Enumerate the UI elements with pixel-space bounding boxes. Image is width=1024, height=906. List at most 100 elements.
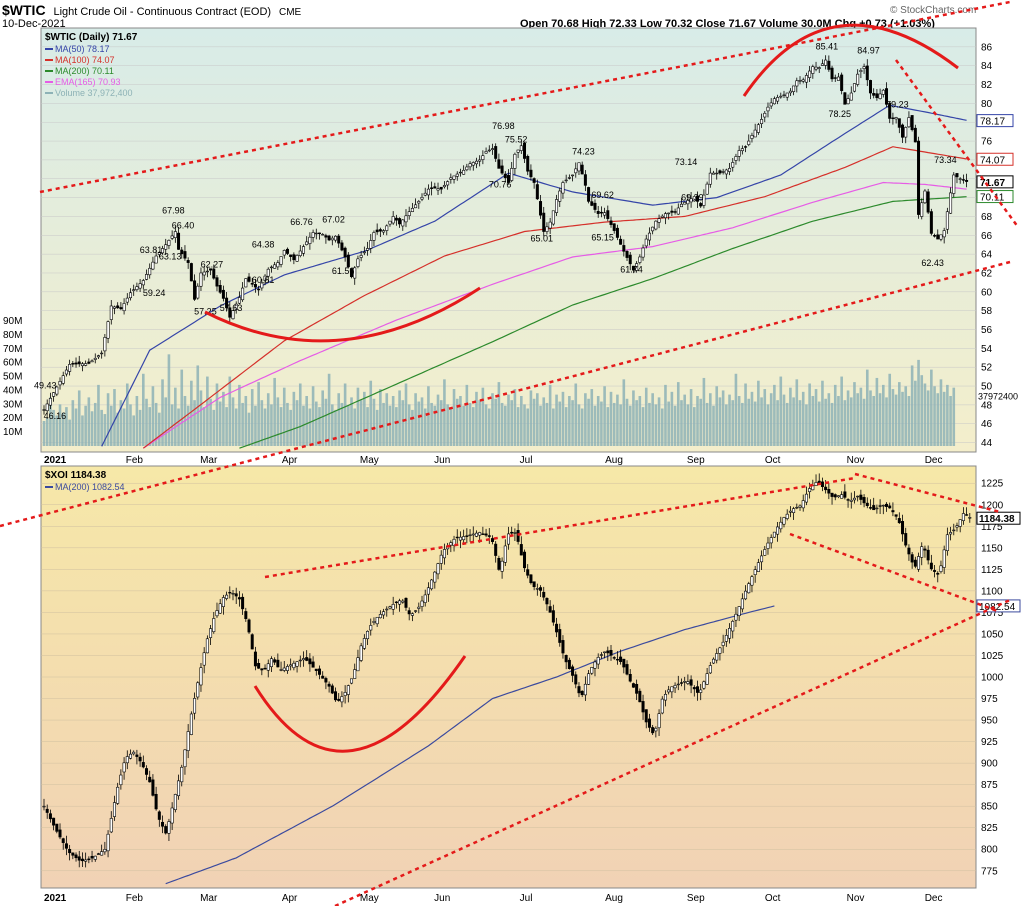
wtic-candle: [868, 79, 872, 100]
candle-body: [651, 226, 655, 232]
candle-body: [353, 669, 357, 679]
volume-bar: [311, 386, 315, 446]
xoi-candle: [500, 557, 504, 579]
xoi-upper-channel: [264, 476, 856, 579]
volume-bar: [555, 394, 558, 446]
xoi-candle: [369, 618, 373, 636]
wtic-candle: [506, 169, 510, 185]
wtic-candle: [760, 113, 764, 128]
candle-body: [497, 159, 501, 169]
volume-bar: [132, 415, 135, 446]
xoi-candle: [849, 492, 853, 509]
candle-body: [792, 508, 796, 513]
wtic-candle: [750, 132, 754, 143]
volume-bar: [500, 402, 504, 446]
wtic-candle: [205, 267, 209, 278]
wtic-candle: [558, 187, 562, 207]
candle-body: [327, 235, 331, 241]
volume-bar: [244, 396, 248, 446]
xoi-candle: [523, 549, 527, 572]
volume-bar: [404, 383, 408, 446]
candle-body: [103, 849, 107, 853]
xoi-candle: [350, 678, 354, 685]
candle-body: [852, 497, 856, 501]
volume-bar: [292, 391, 296, 446]
candle-body: [52, 392, 56, 397]
wtic-candle: [702, 189, 706, 209]
wtic-candle: [526, 154, 530, 176]
wtic-candle: [539, 194, 543, 219]
wtic-candle: [122, 298, 126, 315]
xoi-candle: [740, 593, 744, 613]
candle-body: [593, 661, 597, 669]
candle-body: [487, 149, 491, 152]
xoi-candle: [564, 654, 568, 670]
xoi-candle: [942, 545, 946, 574]
xoi-candle: [689, 675, 693, 694]
volume-bar: [689, 389, 693, 446]
xoi-candle: [353, 663, 357, 679]
candle-body: [394, 601, 398, 604]
wtic-candle: [654, 220, 658, 231]
candle-body: [346, 254, 350, 268]
candle-body: [779, 95, 783, 98]
candle-body: [555, 623, 559, 633]
volume-bar: [167, 354, 171, 446]
volume-bar: [228, 376, 232, 446]
candle-body: [48, 813, 52, 820]
month-axis: 2021 Feb Mar Apr May Jun Jul Aug Sep Oct Nov Dec202…: [44, 455, 942, 904]
volume-bar: [449, 408, 453, 446]
xoi-candle: [535, 583, 539, 596]
wtic-candle: [513, 152, 517, 175]
xoi-candle: [718, 646, 722, 661]
volume-bar: [625, 398, 629, 446]
xoi-candle: [58, 823, 62, 840]
price-annotation: 59.24: [143, 288, 166, 298]
volume-bar: [459, 396, 462, 446]
wtic-candle: [833, 74, 837, 82]
candle-body: [382, 611, 386, 616]
volume-bar: [667, 401, 670, 446]
wtic-candle: [228, 301, 232, 323]
candle-body: [929, 562, 933, 570]
wtic-candle: [298, 245, 302, 258]
xoi-candle: [660, 696, 664, 715]
volume-bar: [574, 383, 578, 446]
xoi-candle: [907, 544, 911, 561]
candle-body: [180, 249, 184, 255]
candle-body: [301, 658, 305, 661]
y-tick-label: 50: [981, 382, 993, 393]
wtic-candle: [353, 266, 357, 285]
candle-body: [273, 264, 277, 269]
volume-bar: [452, 389, 456, 446]
xoi-candle: [205, 635, 209, 654]
candle-body: [148, 776, 152, 783]
price-annotation: 65.01: [531, 234, 554, 244]
volume-bar: [862, 398, 866, 446]
volume-bar: [853, 382, 856, 446]
candle-body: [561, 182, 565, 194]
price-annotation: 79.23: [886, 100, 909, 110]
candle-body: [702, 681, 706, 689]
volume-bar: [725, 404, 728, 446]
wtic-candle: [356, 255, 360, 269]
candle-body: [455, 173, 459, 177]
volume-bar: [74, 408, 78, 446]
candle-body: [718, 170, 722, 174]
wtic-candle: [667, 212, 671, 220]
volume-bar: [401, 400, 405, 446]
volume-bar: [693, 407, 696, 446]
candle-body: [468, 163, 472, 168]
candle-body: [167, 240, 171, 246]
wtic-candle: [42, 405, 46, 415]
candle-body: [833, 77, 837, 79]
y-tick-label: 1125: [981, 565, 1003, 576]
volume-bar: [302, 405, 305, 446]
price-gridlines: [41, 46, 976, 443]
wtic-candle: [455, 171, 459, 181]
volume-bar: [151, 386, 155, 446]
candle-body: [923, 190, 927, 204]
wtic-candle: [904, 126, 908, 144]
candle-body: [577, 162, 581, 172]
candle-body: [385, 225, 389, 231]
